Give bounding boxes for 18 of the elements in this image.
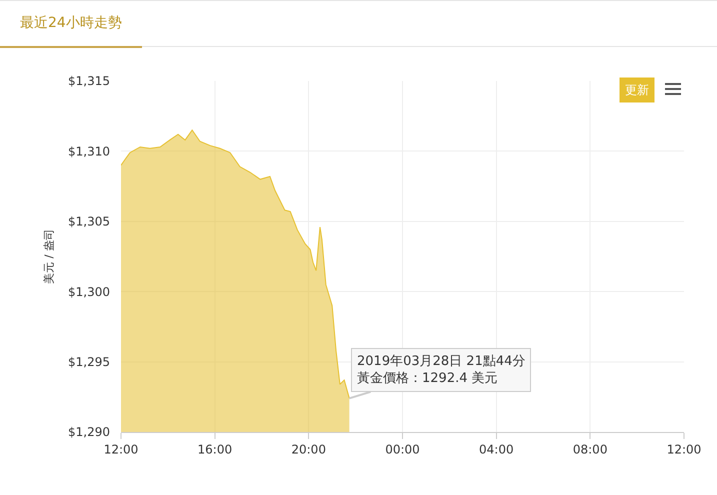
- annotation: 黃金價格：1292.4 美元: [357, 370, 498, 386]
- y-axis-title: 美元 / 盎司: [42, 229, 56, 284]
- x-tick-label: 16:00: [198, 442, 232, 456]
- x-tick-label: 12:00: [666, 442, 702, 456]
- y-tick-label: $1,295: [68, 355, 110, 369]
- y-tick-label: $1,305: [68, 214, 110, 229]
- y-tick-label: $1,315: [68, 74, 110, 88]
- chart-title: 最近24小時走勢: [0, 1, 142, 48]
- y-tick-label: $1,310: [68, 144, 110, 158]
- annotation: 更新: [625, 83, 649, 97]
- x-tick-label: 08:00: [572, 442, 608, 456]
- x-tick-label: 00:00: [385, 442, 420, 456]
- y-tick-label: $1,300: [68, 284, 110, 299]
- y-tick-label: $1,290: [68, 425, 110, 440]
- x-tick-label: 12:00: [104, 442, 138, 456]
- x-tick-label: 04:00: [479, 442, 514, 456]
- x-tick-label: 20:00: [291, 442, 326, 456]
- annotation: 2019年03月28日 21點44分: [357, 354, 526, 369]
